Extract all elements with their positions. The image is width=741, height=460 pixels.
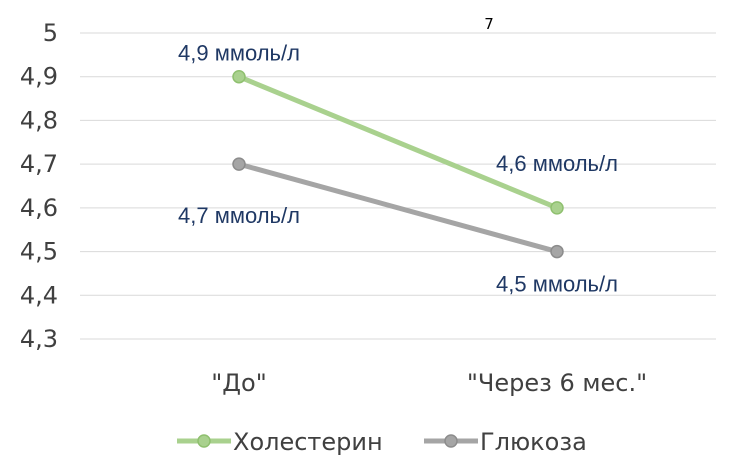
- gridlines: [80, 32, 716, 340]
- y-tick-label: 4,6: [20, 194, 58, 222]
- y-tick-label: 4,4: [20, 281, 58, 309]
- x-axis-ticks: "До" "Через 6 мес.": [211, 369, 647, 397]
- legend-label: Глюкоза: [480, 428, 587, 456]
- data-label: 4,9 ммоль/л: [178, 41, 300, 66]
- series-line: [236, 74, 560, 211]
- legend: Холестерин Глюкоза: [177, 428, 587, 456]
- data-point: [232, 157, 246, 171]
- y-tick-label: 4,7: [20, 150, 58, 178]
- legend-marker: [197, 434, 211, 448]
- y-tick-label: 4,3: [20, 325, 58, 353]
- legend-marker: [444, 434, 458, 448]
- data-label: 4,5 ммоль/л: [496, 272, 618, 297]
- y-axis-ticks: 4,3 4,4 4,5 4,6 4,7 4,8 4,9 5: [20, 19, 58, 353]
- y-tick-label: 4,8: [20, 106, 58, 134]
- y-tick-label: 4,5: [20, 238, 58, 266]
- series-lines: [232, 69, 564, 259]
- data-point: [232, 69, 246, 84]
- data-label: 4,7 ммоль/л: [178, 203, 300, 228]
- legend-label: Холестерин: [233, 428, 383, 456]
- series-line: [236, 161, 560, 255]
- y-tick-label: 4,9: [20, 63, 58, 91]
- data-point: [550, 244, 564, 259]
- x-tick-label: "До": [211, 369, 267, 397]
- data-label: 4,6 ммоль/л: [496, 151, 618, 176]
- top-note: 7: [484, 15, 494, 33]
- data-labels: 4,9 ммоль/л 4,6 ммоль/л 4,7 ммоль/л 4,5 ммо…: [178, 41, 618, 297]
- data-point: [550, 201, 564, 215]
- x-tick-label: "Через 6 мес.": [467, 369, 647, 397]
- y-tick-label: 5: [43, 19, 58, 47]
